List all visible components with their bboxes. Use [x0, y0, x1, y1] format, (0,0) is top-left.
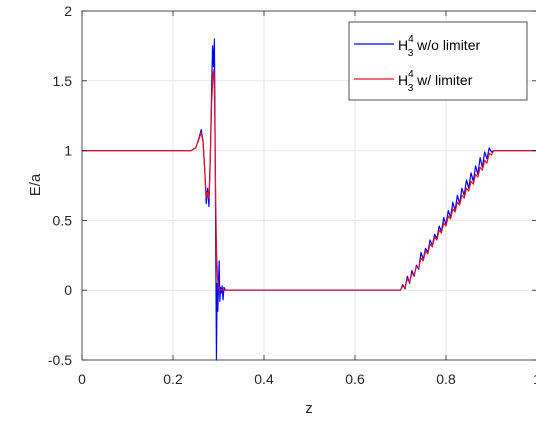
legend: H4 3 w/o limiter H4 3 w/ limiter: [348, 21, 528, 101]
legend-suffix: w/o limiter: [413, 37, 480, 53]
series-layer: [82, 38, 536, 361]
x-tick-label: 0.8: [436, 371, 456, 387]
series-line-without-limiter: [82, 38, 536, 361]
legend-entry-without-limiter: H4 3 w/o limiter: [398, 34, 480, 59]
legend-symbol-h: H: [398, 72, 408, 88]
x-tick-label: 0.4: [254, 371, 274, 387]
y-tick-label: 1.5: [53, 73, 73, 89]
axis-ticks: [81, 10, 536, 361]
legend-superscript: 4: [408, 69, 414, 80]
series-line-with-limiter: [82, 69, 536, 291]
x-tick-label: 0.2: [163, 371, 183, 387]
plot-frame: [81, 10, 536, 361]
y-tick-label: 0.5: [53, 212, 73, 228]
legend-suffix: w/ limiter: [413, 72, 472, 88]
legend-symbol-h: H: [398, 37, 408, 53]
legend-box: [348, 21, 528, 101]
y-tick-label: 0: [64, 282, 72, 298]
y-tick-label: -0.5: [48, 352, 72, 368]
axis-tick-labels: 0 0.2 0.4 0.6 0.8 1 -0.5 0 0.5 1 1.5 2: [48, 3, 536, 387]
legend-subscript: 3: [408, 48, 414, 59]
legend-entry-with-limiter: H4 3 w/ limiter: [398, 69, 473, 94]
legend-superscript: 4: [408, 34, 414, 45]
x-tick-label: 1: [533, 371, 536, 387]
y-tick-label: 2: [64, 3, 72, 19]
y-tick-label: 1: [64, 143, 72, 159]
x-axis-title: z: [305, 400, 313, 417]
x-tick-label: 0.6: [345, 371, 365, 387]
y-axis-title: E/a: [27, 173, 44, 196]
x-tick-label: 0: [78, 371, 86, 387]
legend-subscript: 3: [408, 83, 414, 94]
